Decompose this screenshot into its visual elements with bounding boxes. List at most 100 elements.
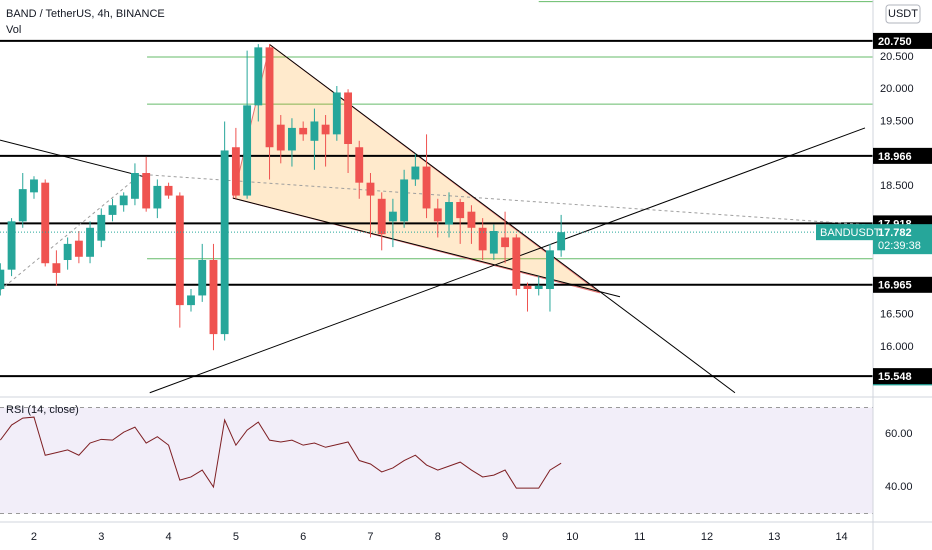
level-tag-box: [873, 32, 932, 49]
level-tag-box: [873, 368, 932, 385]
candle-body: [433, 208, 442, 222]
candle-body: [388, 211, 397, 222]
candle-body: [299, 127, 308, 135]
level-tag-box: [873, 276, 932, 293]
x-tick-label: 3: [98, 531, 104, 543]
candle-body: [344, 92, 353, 145]
candle-body: [175, 195, 184, 306]
candle-body: [411, 166, 420, 180]
x-tick-label: 12: [701, 531, 713, 543]
rsi-tick-label: 60.00: [885, 428, 913, 440]
candle-body: [52, 263, 61, 273]
y-tick-label: 19.500: [880, 115, 914, 127]
x-tick-label: 11: [634, 531, 645, 543]
x-tick-label: 4: [166, 531, 172, 543]
candle-body: [63, 243, 72, 261]
level-tag-box: [873, 147, 932, 164]
x-tick-label: 7: [367, 531, 373, 543]
x-tick-label: 6: [300, 531, 306, 543]
candle-body: [131, 173, 139, 199]
candle-body: [355, 147, 364, 183]
chart-title: BAND / TetherUS, 4h, BINANCE: [6, 8, 165, 20]
trendline: [232, 197, 621, 298]
x-tick-label: 5: [233, 531, 239, 543]
countdown-label: 02:39:38: [878, 240, 921, 252]
candle-body: [456, 202, 465, 219]
rsi-line: [0, 416, 562, 489]
x-tick-label: 10: [566, 531, 578, 543]
candle-body: [231, 147, 240, 196]
level-tag: 20.750: [878, 36, 912, 48]
y-tick-label: 20.500: [880, 51, 914, 63]
candle-body: [467, 211, 476, 228]
candle-body: [41, 182, 50, 264]
candle-body: [198, 260, 207, 296]
candle-body: [187, 295, 195, 306]
volume-label: Vol: [6, 24, 21, 36]
symbol-label: BANDUSDT: [820, 227, 881, 239]
trendline: [149, 174, 873, 226]
currency-label: USDT: [888, 8, 918, 20]
candle-body: [7, 221, 16, 270]
x-tick-label: 14: [835, 531, 847, 543]
candle-body: [108, 205, 117, 215]
x-tick-label: 9: [502, 531, 508, 543]
y-tick-label: 16.000: [880, 341, 914, 353]
candle-body: [310, 121, 319, 141]
last-price-box: [873, 224, 932, 255]
price-pane: [0, 1, 873, 394]
candle-body: [209, 260, 218, 335]
last-price-label: 17.782: [878, 227, 912, 239]
candle-body: [288, 127, 296, 151]
candle-body: [74, 240, 83, 257]
candle-body: [512, 237, 521, 290]
symbol-box: [816, 224, 873, 241]
candle-body: [422, 166, 431, 209]
candle-body: [254, 47, 263, 106]
candle-body: [501, 237, 510, 248]
candle-body: [321, 124, 330, 135]
y-tick-label: 20.000: [880, 83, 914, 95]
rsi-band: [0, 407, 873, 514]
candle-body: [377, 198, 386, 235]
x-tick-label: 8: [435, 531, 441, 543]
y-tick-label: 16.500: [880, 309, 914, 321]
candle-body: [164, 185, 173, 196]
candle-body: [445, 202, 453, 225]
candle-body: [153, 185, 162, 209]
candle-body: [332, 92, 341, 135]
level-tag: 15.548: [878, 371, 912, 383]
x-tick-label: 2: [31, 531, 37, 543]
candle-body: [97, 214, 106, 241]
candle-body: [30, 179, 38, 193]
candle-body: [478, 227, 487, 251]
candle-body: [276, 124, 285, 151]
candle-body: [0, 269, 5, 290]
trendline: [149, 127, 866, 394]
candle-body: [265, 47, 274, 148]
candle-body: [243, 105, 252, 196]
candle-body: [142, 173, 151, 209]
level-tag: 16.965: [878, 280, 912, 292]
trendline: [0, 139, 150, 179]
rsi-tick-label: 40.00: [885, 481, 913, 493]
candle-body: [18, 189, 27, 222]
candle-body: [546, 250, 554, 290]
candle-body: [119, 195, 128, 206]
candle-body: [489, 231, 498, 254]
currency-box[interactable]: [885, 4, 921, 24]
rsi-pane: [0, 407, 873, 515]
candle-body: [400, 179, 409, 222]
candle-body: [86, 227, 94, 257]
y-tick-label: 18.500: [880, 180, 914, 192]
candle-body: [534, 285, 543, 290]
candle-body: [220, 150, 229, 335]
candle-body: [557, 232, 566, 251]
candle-body: [366, 182, 375, 196]
level-tag: 18.966: [878, 151, 912, 163]
rsi-title: RSI (14, close): [6, 404, 79, 416]
candle-body: [523, 285, 532, 290]
